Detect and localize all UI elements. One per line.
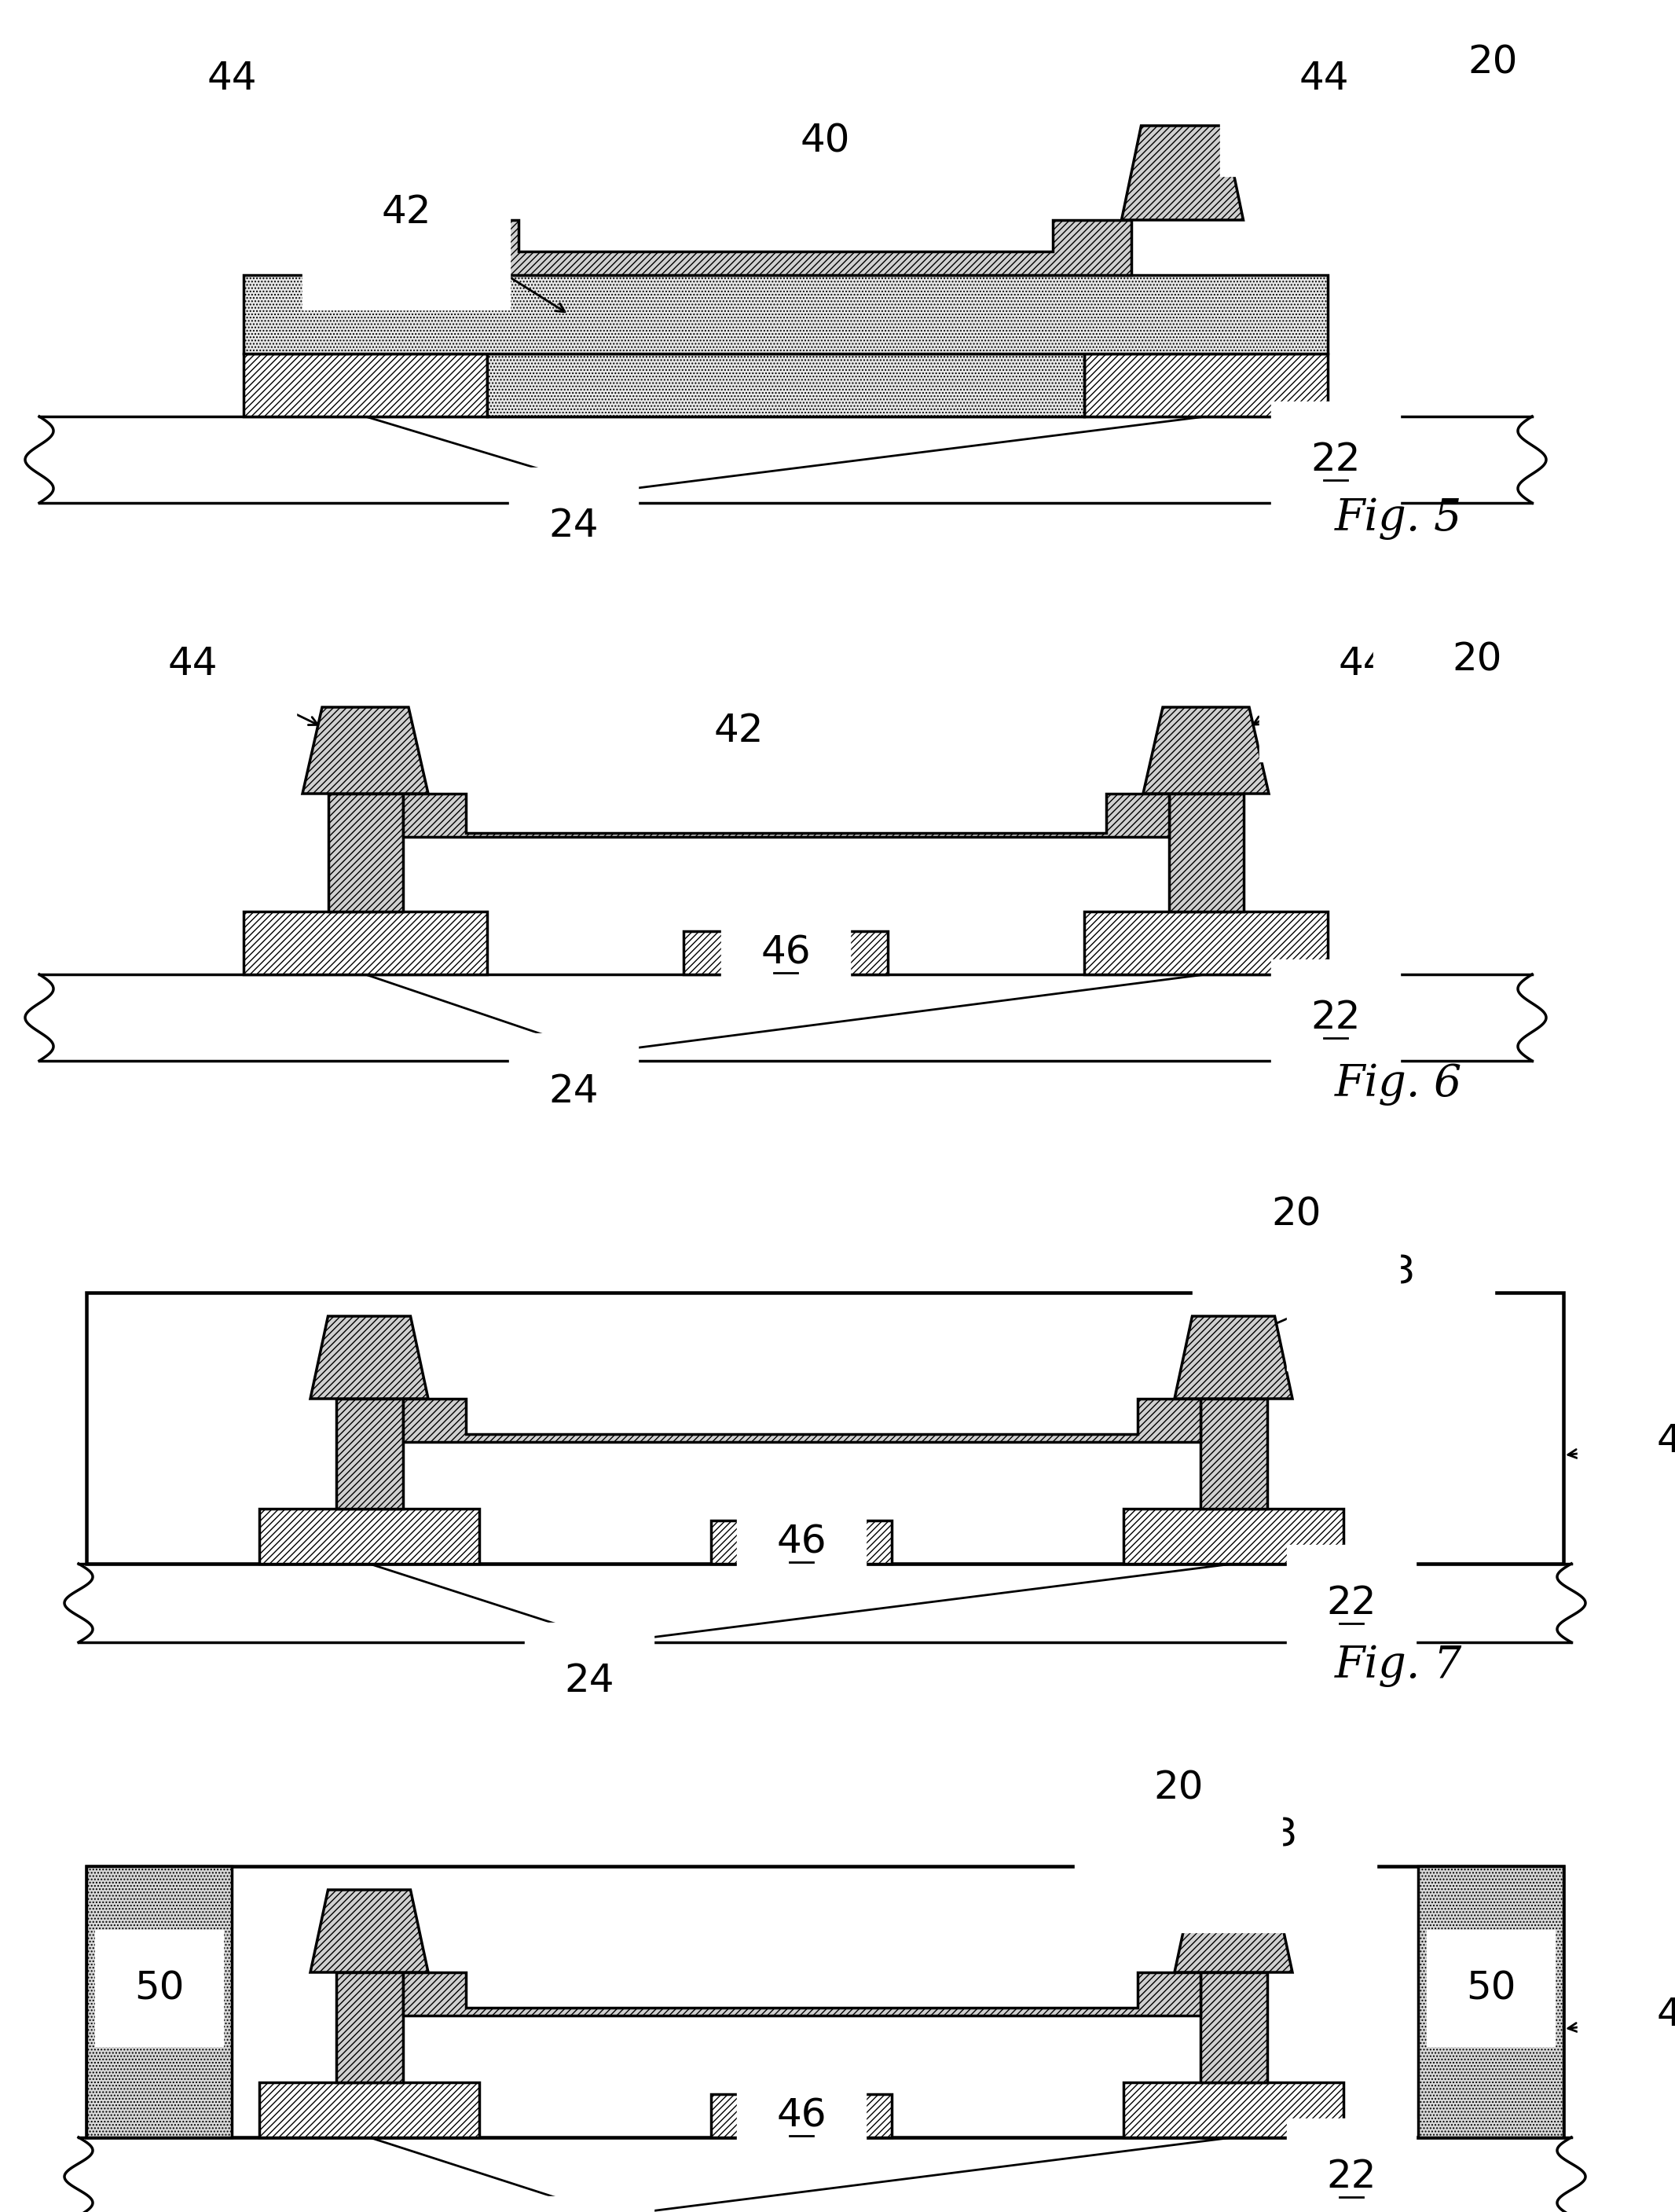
Text: 24: 24 — [549, 1073, 598, 1110]
Polygon shape — [1174, 1316, 1293, 1398]
Bar — [1124, 1509, 1343, 1564]
Polygon shape — [1122, 126, 1243, 219]
Text: 46: 46 — [760, 933, 811, 971]
Text: 44: 44 — [1338, 646, 1389, 684]
Bar — [487, 354, 1084, 416]
Bar — [1124, 2081, 1343, 2137]
Bar — [87, 1867, 231, 2137]
Text: 46: 46 — [777, 1524, 826, 1562]
Text: 24: 24 — [564, 1661, 615, 1699]
Bar — [87, 1292, 1563, 1564]
Text: 24: 24 — [549, 507, 598, 544]
Bar — [683, 931, 888, 973]
Bar — [1419, 1867, 1563, 2137]
Polygon shape — [328, 126, 451, 219]
Text: 48: 48 — [1657, 1997, 1675, 2035]
Text: 43: 43 — [1248, 1816, 1298, 1854]
Bar — [1199, 1398, 1266, 1509]
Polygon shape — [402, 1973, 1199, 2015]
Bar — [337, 1398, 402, 1509]
Bar — [87, 1867, 1563, 2137]
Text: 22: 22 — [1310, 440, 1360, 478]
Text: 22: 22 — [1327, 2157, 1377, 2197]
Text: 20: 20 — [1467, 44, 1518, 82]
Polygon shape — [310, 1889, 429, 1973]
Text: 50: 50 — [1466, 1969, 1516, 2006]
Bar — [1084, 911, 1328, 973]
Text: 42: 42 — [382, 192, 430, 230]
Text: 48: 48 — [1657, 1422, 1675, 1460]
Text: 22: 22 — [1310, 1000, 1360, 1037]
Text: 44: 44 — [168, 646, 218, 684]
Text: Fig. 6: Fig. 6 — [1335, 1064, 1462, 1106]
Polygon shape — [310, 1316, 429, 1398]
Text: 44: 44 — [206, 60, 256, 97]
Bar — [337, 1973, 402, 2081]
Bar — [328, 794, 402, 911]
Bar — [243, 911, 487, 973]
Bar — [243, 274, 1328, 354]
Bar — [1199, 1973, 1266, 2081]
Bar — [260, 2081, 479, 2137]
Polygon shape — [402, 1398, 1199, 1442]
Text: 43: 43 — [1365, 1254, 1415, 1292]
Text: 46: 46 — [777, 2097, 826, 2135]
Bar — [1169, 794, 1243, 911]
Text: 20: 20 — [1452, 641, 1502, 679]
Bar — [260, 1509, 479, 1564]
Bar — [710, 2095, 891, 2137]
Text: 50: 50 — [134, 1969, 184, 2006]
Text: 40: 40 — [801, 122, 849, 159]
Text: 22: 22 — [1327, 1584, 1377, 1621]
Text: 44: 44 — [1298, 60, 1348, 97]
Text: Fig. 5: Fig. 5 — [1335, 498, 1462, 540]
Polygon shape — [303, 708, 429, 794]
Bar — [243, 354, 487, 416]
Text: 20: 20 — [1154, 1770, 1203, 1807]
Polygon shape — [402, 794, 1169, 836]
Bar — [1084, 354, 1328, 416]
Polygon shape — [1142, 708, 1270, 794]
Bar — [710, 1520, 891, 1564]
Text: 42: 42 — [714, 712, 764, 750]
Text: 20: 20 — [1271, 1194, 1322, 1232]
Polygon shape — [441, 219, 1131, 274]
Polygon shape — [1174, 1889, 1293, 1973]
Text: Fig. 7: Fig. 7 — [1335, 1644, 1462, 1688]
